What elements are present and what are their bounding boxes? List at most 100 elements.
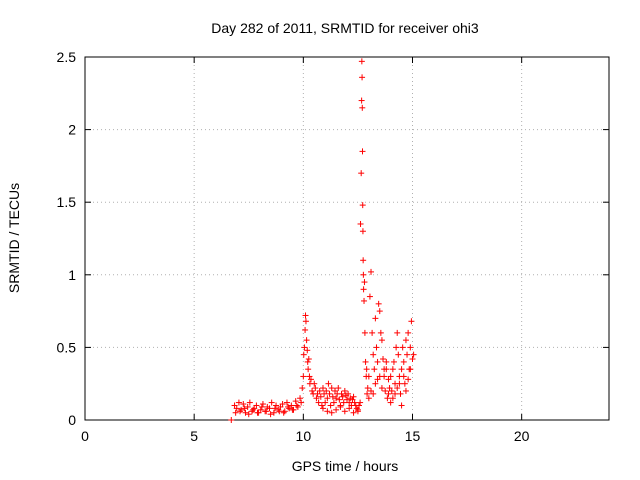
data-point	[341, 408, 348, 415]
data-point	[387, 399, 394, 406]
data-point	[364, 390, 371, 397]
data-point	[232, 409, 239, 416]
data-point	[359, 104, 366, 111]
data-point	[360, 286, 367, 293]
data-point	[392, 390, 399, 397]
data-point	[359, 74, 366, 81]
data-point	[361, 297, 368, 304]
data-point	[408, 318, 415, 325]
y-tick-label: 1.5	[57, 194, 77, 210]
data-point	[318, 402, 325, 409]
data-point	[395, 351, 402, 358]
data-point	[288, 402, 295, 409]
axis-ticks: 0 5 10 15 20 0 0.5 1 1.5 2 2.5	[57, 49, 609, 444]
data-point	[338, 390, 345, 397]
data-point	[350, 393, 357, 400]
data-point	[245, 411, 252, 418]
data-point	[361, 279, 368, 286]
data-point	[253, 402, 260, 409]
data-point	[364, 385, 371, 392]
x-tick-label: 20	[514, 428, 530, 444]
data-point	[377, 329, 384, 336]
y-tick-label: 2.5	[57, 49, 77, 65]
data-point	[341, 387, 348, 394]
data-point	[365, 395, 372, 402]
y-tick-label: 0	[68, 412, 76, 428]
data-point	[329, 393, 336, 400]
data-point	[302, 326, 309, 333]
data-point	[259, 401, 266, 408]
data-point	[324, 408, 331, 415]
data-point	[289, 406, 296, 413]
data-point	[410, 351, 417, 358]
data-point	[378, 385, 385, 392]
data-point	[401, 380, 408, 387]
data-point	[242, 409, 249, 416]
data-point	[257, 406, 264, 413]
data-point	[319, 385, 326, 392]
data-point	[237, 408, 244, 415]
data-point	[365, 373, 372, 380]
data-point	[300, 351, 307, 358]
data-point	[350, 409, 357, 416]
y-tick-label: 0.5	[57, 339, 77, 355]
data-point	[358, 97, 365, 104]
data-points	[228, 58, 417, 423]
data-point	[394, 385, 401, 392]
data-point	[297, 395, 304, 402]
data-point	[389, 366, 396, 373]
data-point	[382, 387, 389, 394]
data-point	[376, 373, 383, 380]
data-point	[270, 409, 277, 416]
y-tick-label: 1	[68, 267, 76, 283]
data-point	[371, 366, 378, 373]
chart-title: Day 282 of 2011, SRMTID for receiver ohi…	[211, 20, 479, 36]
data-point	[345, 390, 352, 397]
data-point	[246, 399, 253, 406]
data-point	[305, 366, 312, 373]
data-point	[405, 376, 412, 383]
data-point	[301, 344, 308, 351]
data-point	[335, 385, 342, 392]
data-point	[280, 409, 287, 416]
data-point	[267, 411, 274, 418]
data-point	[366, 293, 373, 300]
data-point	[384, 395, 391, 402]
x-tick-label: 5	[190, 428, 198, 444]
data-point	[307, 376, 314, 383]
data-point	[368, 268, 375, 275]
data-point	[271, 405, 278, 412]
data-point	[337, 403, 344, 410]
grid-lines	[85, 57, 609, 420]
x-tick-label: 0	[81, 428, 89, 444]
data-point	[293, 402, 300, 409]
data-point	[339, 393, 346, 400]
data-point	[357, 220, 364, 227]
data-point	[405, 329, 412, 336]
data-point	[292, 398, 299, 405]
data-point	[268, 399, 275, 406]
data-point	[313, 395, 320, 402]
data-point	[402, 387, 409, 394]
data-point	[276, 408, 283, 415]
data-point	[302, 312, 309, 319]
data-point	[362, 358, 369, 365]
data-point	[319, 405, 326, 412]
data-point	[372, 315, 379, 322]
data-point	[294, 403, 301, 410]
data-point	[263, 408, 270, 415]
data-point	[374, 358, 381, 365]
data-point	[357, 399, 364, 406]
data-point	[360, 271, 367, 278]
y-axis-label: SRMTID / TECUs	[6, 183, 22, 293]
data-point	[328, 385, 335, 392]
data-point	[305, 356, 312, 363]
data-point	[356, 402, 363, 409]
data-point	[363, 366, 370, 373]
data-point	[359, 202, 366, 209]
data-point	[387, 373, 394, 380]
data-point	[254, 409, 261, 416]
data-point	[311, 380, 318, 387]
data-point	[369, 329, 376, 336]
